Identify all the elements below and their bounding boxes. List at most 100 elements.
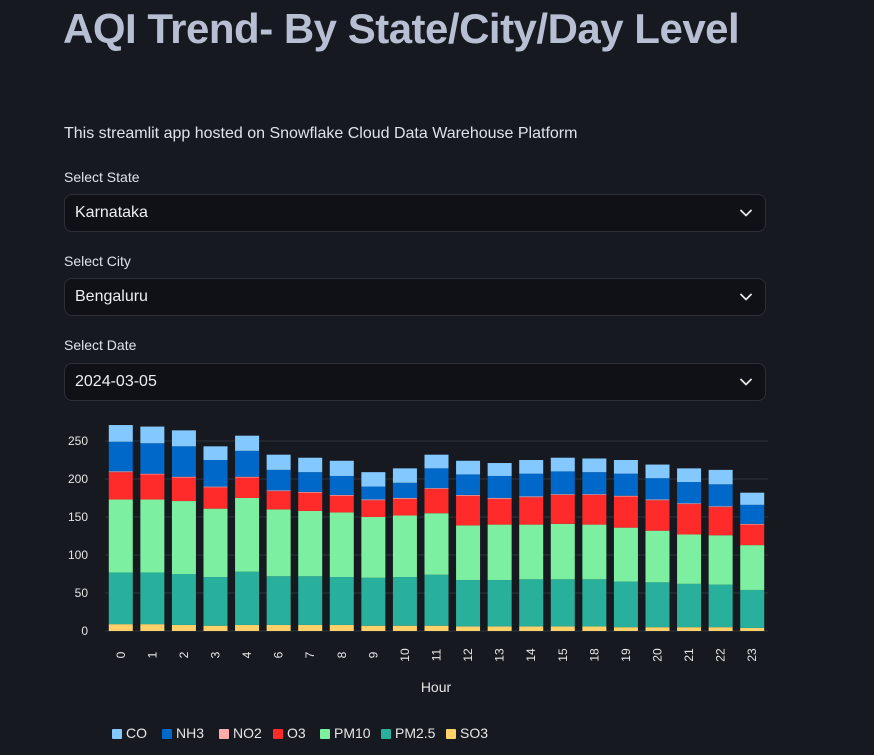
- city-select[interactable]: Bengaluru: [64, 278, 766, 316]
- bar-segment-co-hour-2[interactable]: [171, 430, 196, 447]
- legend-swatch-pm25[interactable]: [381, 729, 391, 739]
- chevron-down-icon[interactable]: [739, 206, 753, 220]
- bar-segment-o3-hour-23[interactable]: [740, 524, 765, 546]
- bar-segment-pm25-hour-9[interactable]: [361, 577, 386, 626]
- bar-segment-so3-hour-20[interactable]: [645, 627, 670, 631]
- legend-swatch-nh3[interactable]: [162, 729, 172, 739]
- bar-segment-o3-hour-6[interactable]: [266, 491, 291, 510]
- state-select[interactable]: Karnataka: [64, 194, 766, 232]
- bar-segment-nh3-hour-0[interactable]: [108, 441, 133, 472]
- bar-segment-so3-hour-19[interactable]: [613, 627, 638, 631]
- bar-segment-nh3-hour-9[interactable]: [361, 486, 386, 500]
- bar-segment-nh3-hour-13[interactable]: [487, 475, 512, 498]
- bar-segment-co-hour-14[interactable]: [519, 460, 544, 474]
- bar-segment-pm10-hour-1[interactable]: [140, 499, 165, 573]
- bar-segment-pm10-hour-0[interactable]: [108, 499, 133, 573]
- chevron-down-icon[interactable]: [739, 375, 753, 389]
- bar-segment-so3-hour-14[interactable]: [519, 626, 544, 631]
- bar-segment-no2-hour-3[interactable]: [203, 486, 228, 488]
- bar-segment-no2-hour-12[interactable]: [456, 494, 481, 496]
- bar-segment-co-hour-15[interactable]: [550, 457, 575, 472]
- bar-segment-no2-hour-13[interactable]: [487, 498, 512, 499]
- bar-segment-co-hour-19[interactable]: [613, 460, 638, 474]
- bar-segment-so3-hour-12[interactable]: [456, 626, 481, 631]
- bar-segment-nh3-hour-12[interactable]: [456, 474, 481, 495]
- bar-segment-co-hour-1[interactable]: [140, 426, 165, 444]
- bar-segment-pm10-hour-15[interactable]: [550, 523, 575, 580]
- bar-segment-no2-hour-11[interactable]: [424, 488, 449, 489]
- bar-segment-pm25-hour-18[interactable]: [582, 579, 607, 627]
- bar-segment-co-hour-8[interactable]: [329, 460, 354, 476]
- bar-segment-pm10-hour-18[interactable]: [582, 524, 607, 580]
- bar-segment-pm25-hour-8[interactable]: [329, 577, 354, 625]
- bar-segment-no2-hour-10[interactable]: [392, 498, 417, 499]
- bar-segment-o3-hour-19[interactable]: [613, 496, 638, 528]
- bar-segment-co-hour-3[interactable]: [203, 446, 228, 460]
- bar-segment-nh3-hour-4[interactable]: [235, 450, 260, 477]
- bar-segment-so3-hour-11[interactable]: [424, 625, 449, 631]
- bar-segment-no2-hour-18[interactable]: [582, 494, 607, 495]
- bar-segment-nh3-hour-2[interactable]: [171, 446, 196, 477]
- bar-segment-pm10-hour-20[interactable]: [645, 530, 670, 583]
- bar-segment-pm10-hour-22[interactable]: [708, 535, 733, 585]
- bar-segment-co-hour-10[interactable]: [392, 468, 417, 483]
- bar-segment-so3-hour-3[interactable]: [203, 625, 228, 631]
- bar-segment-no2-hour-9[interactable]: [361, 499, 386, 501]
- bar-segment-no2-hour-20[interactable]: [645, 499, 670, 501]
- bar-segment-pm25-hour-10[interactable]: [392, 577, 417, 626]
- bar-segment-pm10-hour-11[interactable]: [424, 513, 449, 575]
- bar-segment-so3-hour-8[interactable]: [329, 624, 354, 631]
- bar-segment-no2-hour-2[interactable]: [171, 476, 196, 478]
- bar-segment-pm25-hour-13[interactable]: [487, 580, 512, 627]
- bar-segment-co-hour-18[interactable]: [582, 458, 607, 473]
- legend-swatch-co[interactable]: [112, 729, 122, 739]
- bar-segment-pm25-hour-1[interactable]: [140, 572, 165, 625]
- bar-segment-co-hour-9[interactable]: [361, 472, 386, 487]
- legend-swatch-o3[interactable]: [273, 729, 283, 739]
- bar-segment-nh3-hour-19[interactable]: [613, 473, 638, 496]
- legend-label[interactable]: NO2: [233, 725, 262, 741]
- bar-segment-pm10-hour-7[interactable]: [298, 510, 323, 577]
- bar-segment-pm25-hour-23[interactable]: [740, 589, 765, 628]
- bar-segment-so3-hour-1[interactable]: [140, 624, 165, 631]
- bar-segment-pm25-hour-6[interactable]: [266, 576, 291, 625]
- bar-segment-nh3-hour-6[interactable]: [266, 469, 291, 491]
- legend-label[interactable]: PM2.5: [395, 725, 436, 741]
- bar-segment-pm25-hour-2[interactable]: [171, 574, 196, 625]
- bar-segment-pm10-hour-3[interactable]: [203, 508, 228, 578]
- bar-segment-co-hour-12[interactable]: [456, 460, 481, 475]
- bar-segment-nh3-hour-18[interactable]: [582, 472, 607, 495]
- bar-segment-o3-hour-12[interactable]: [456, 495, 481, 526]
- bar-segment-pm25-hour-11[interactable]: [424, 574, 449, 626]
- bar-segment-no2-hour-1[interactable]: [140, 473, 165, 475]
- bar-segment-o3-hour-2[interactable]: [171, 477, 196, 502]
- bar-segment-so3-hour-13[interactable]: [487, 626, 512, 631]
- bar-segment-nh3-hour-11[interactable]: [424, 468, 449, 489]
- bar-segment-so3-hour-21[interactable]: [677, 627, 702, 631]
- bar-segment-pm10-hour-14[interactable]: [519, 524, 544, 580]
- bar-segment-so3-hour-4[interactable]: [235, 624, 260, 631]
- bar-segment-no2-hour-4[interactable]: [235, 476, 260, 478]
- bar-segment-pm25-hour-7[interactable]: [298, 576, 323, 625]
- bar-segment-pm25-hour-14[interactable]: [519, 579, 544, 627]
- bar-segment-so3-hour-2[interactable]: [171, 624, 196, 631]
- bar-segment-o3-hour-1[interactable]: [140, 474, 165, 500]
- bar-segment-pm10-hour-19[interactable]: [613, 527, 638, 582]
- bar-segment-nh3-hour-7[interactable]: [298, 472, 323, 492]
- legend-label[interactable]: PM10: [334, 725, 371, 741]
- bar-segment-so3-hour-23[interactable]: [740, 627, 765, 631]
- bar-segment-so3-hour-9[interactable]: [361, 625, 386, 631]
- bar-segment-nh3-hour-21[interactable]: [677, 482, 702, 504]
- bar-segment-pm25-hour-20[interactable]: [645, 582, 670, 628]
- bar-segment-co-hour-13[interactable]: [487, 463, 512, 476]
- bar-segment-so3-hour-7[interactable]: [298, 624, 323, 631]
- bar-segment-pm10-hour-2[interactable]: [171, 501, 196, 574]
- bar-segment-co-hour-0[interactable]: [108, 425, 133, 442]
- bar-segment-pm10-hour-4[interactable]: [235, 498, 260, 572]
- bar-segment-pm25-hour-15[interactable]: [550, 579, 575, 627]
- bar-segment-so3-hour-6[interactable]: [266, 624, 291, 631]
- bar-segment-o3-hour-0[interactable]: [108, 472, 133, 500]
- legend-swatch-so3[interactable]: [446, 729, 456, 739]
- bar-segment-o3-hour-22[interactable]: [708, 507, 733, 536]
